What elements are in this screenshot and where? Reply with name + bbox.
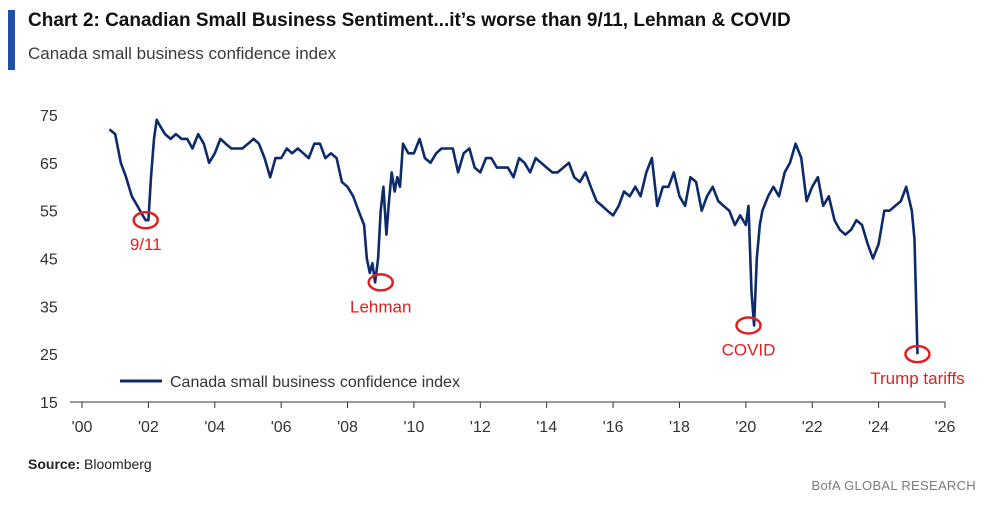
annotation-label: COVID: [722, 340, 776, 359]
x-tick-label: '10: [403, 419, 424, 436]
x-tick-label: '22: [802, 419, 823, 436]
chart-title: Chart 2: Canadian Small Business Sentime…: [28, 10, 791, 31]
x-tick-label: '18: [669, 419, 690, 436]
y-tick-label: 65: [40, 156, 58, 173]
brand-logo-text: BofA GLOBAL RESEARCH: [811, 478, 976, 493]
source-label: Source:: [28, 456, 81, 472]
x-tick-label: '08: [337, 419, 358, 436]
annotation-label: Lehman: [350, 297, 411, 316]
annotation-circle: [132, 210, 159, 230]
y-tick-label: 25: [40, 347, 58, 364]
x-tick-label: '04: [204, 419, 225, 436]
y-tick-label: 45: [40, 252, 58, 269]
x-tick-label: '16: [603, 419, 624, 436]
annotation-circle: [904, 344, 931, 364]
y-tick-label: 15: [40, 395, 58, 412]
source-note: Source: Bloomberg: [28, 456, 152, 472]
x-tick-label: '24: [868, 419, 889, 436]
y-tick-label: 55: [40, 204, 58, 221]
x-tick-label: '06: [271, 419, 292, 436]
chart-subtitle: Canada small business confidence index: [28, 44, 337, 63]
x-tick-label: '26: [935, 419, 956, 436]
y-tick-label: 35: [40, 299, 58, 316]
annotation-label: Trump tariffs: [870, 369, 964, 388]
x-tick-label: '14: [536, 419, 557, 436]
x-tick-label: '00: [72, 419, 93, 436]
legend-label: Canada small business confidence index: [170, 374, 460, 391]
annotation-circle: [367, 273, 394, 292]
series-line: [108, 118, 919, 355]
annotation-label: 9/11: [130, 235, 162, 254]
x-tick-label: '20: [735, 419, 756, 436]
source-value: Bloomberg: [84, 456, 152, 472]
x-tick-label: '02: [138, 419, 159, 436]
accent-bar: [8, 10, 15, 70]
annotation-circle: [735, 316, 762, 335]
x-tick-label: '12: [470, 419, 491, 436]
y-tick-label: 75: [40, 108, 58, 125]
